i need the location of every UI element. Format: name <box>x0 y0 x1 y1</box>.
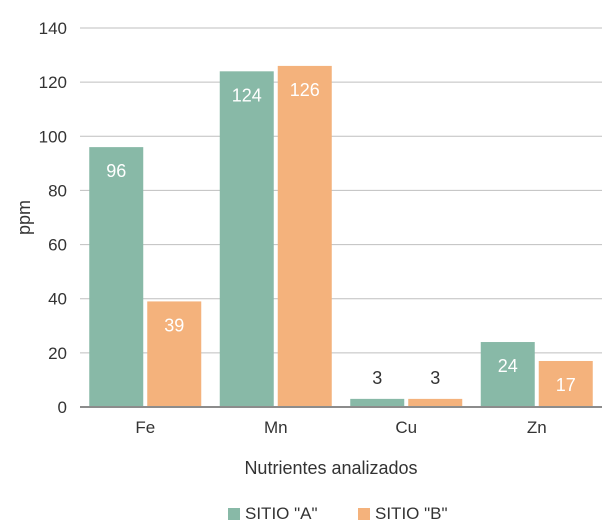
bar-zn-series-2 <box>538 360 593 407</box>
data-label: 17 <box>556 375 576 395</box>
bar-mn-series-2 <box>277 65 332 408</box>
x-tick-label: Mn <box>264 418 288 437</box>
data-label: 3 <box>430 368 440 388</box>
bar-zn-series-1 <box>480 342 535 407</box>
y-tick-label: 140 <box>39 19 67 38</box>
legend-swatch <box>358 508 370 520</box>
y-axis-ticks: 0 20 40 60 80 100 120 140 <box>39 19 67 417</box>
legend-label: SITIO "A" <box>245 504 318 523</box>
y-tick-label: 0 <box>58 398 67 417</box>
legend-label: SITIO "B" <box>375 504 448 523</box>
y-tick-label: 60 <box>48 236 67 255</box>
legend: SITIO "A" SITIO "B" <box>228 504 448 523</box>
data-label: 39 <box>164 315 184 335</box>
x-axis-title: Nutrientes analizados <box>244 458 417 478</box>
data-label: 126 <box>290 80 320 100</box>
bar-cu-series-2 <box>408 398 463 407</box>
x-tick-label: Zn <box>527 418 547 437</box>
y-tick-label: 100 <box>39 127 67 146</box>
data-label: 3 <box>372 368 382 388</box>
bars <box>89 65 593 408</box>
x-tick-label: Fe <box>135 418 155 437</box>
x-axis-ticks: Fe Mn Cu Zn <box>135 418 546 437</box>
y-tick-label: 120 <box>39 73 67 92</box>
x-tick-label: Cu <box>395 418 417 437</box>
data-label: 96 <box>106 161 126 181</box>
bar-cu-series-1 <box>350 398 405 407</box>
data-labels: 96 39 124 126 3 3 24 17 <box>106 80 576 395</box>
y-tick-label: 40 <box>48 290 67 309</box>
legend-swatch <box>228 508 240 520</box>
gridlines <box>80 27 602 354</box>
data-label: 124 <box>232 85 262 105</box>
bar-fe-series-2 <box>147 301 202 407</box>
bar-fe-series-1 <box>89 147 144 407</box>
data-label: 24 <box>498 356 518 376</box>
y-axis-title: ppm <box>14 200 34 235</box>
y-tick-label: 20 <box>48 344 67 363</box>
y-tick-label: 80 <box>48 181 67 200</box>
bar-mn-series-1 <box>219 71 274 408</box>
